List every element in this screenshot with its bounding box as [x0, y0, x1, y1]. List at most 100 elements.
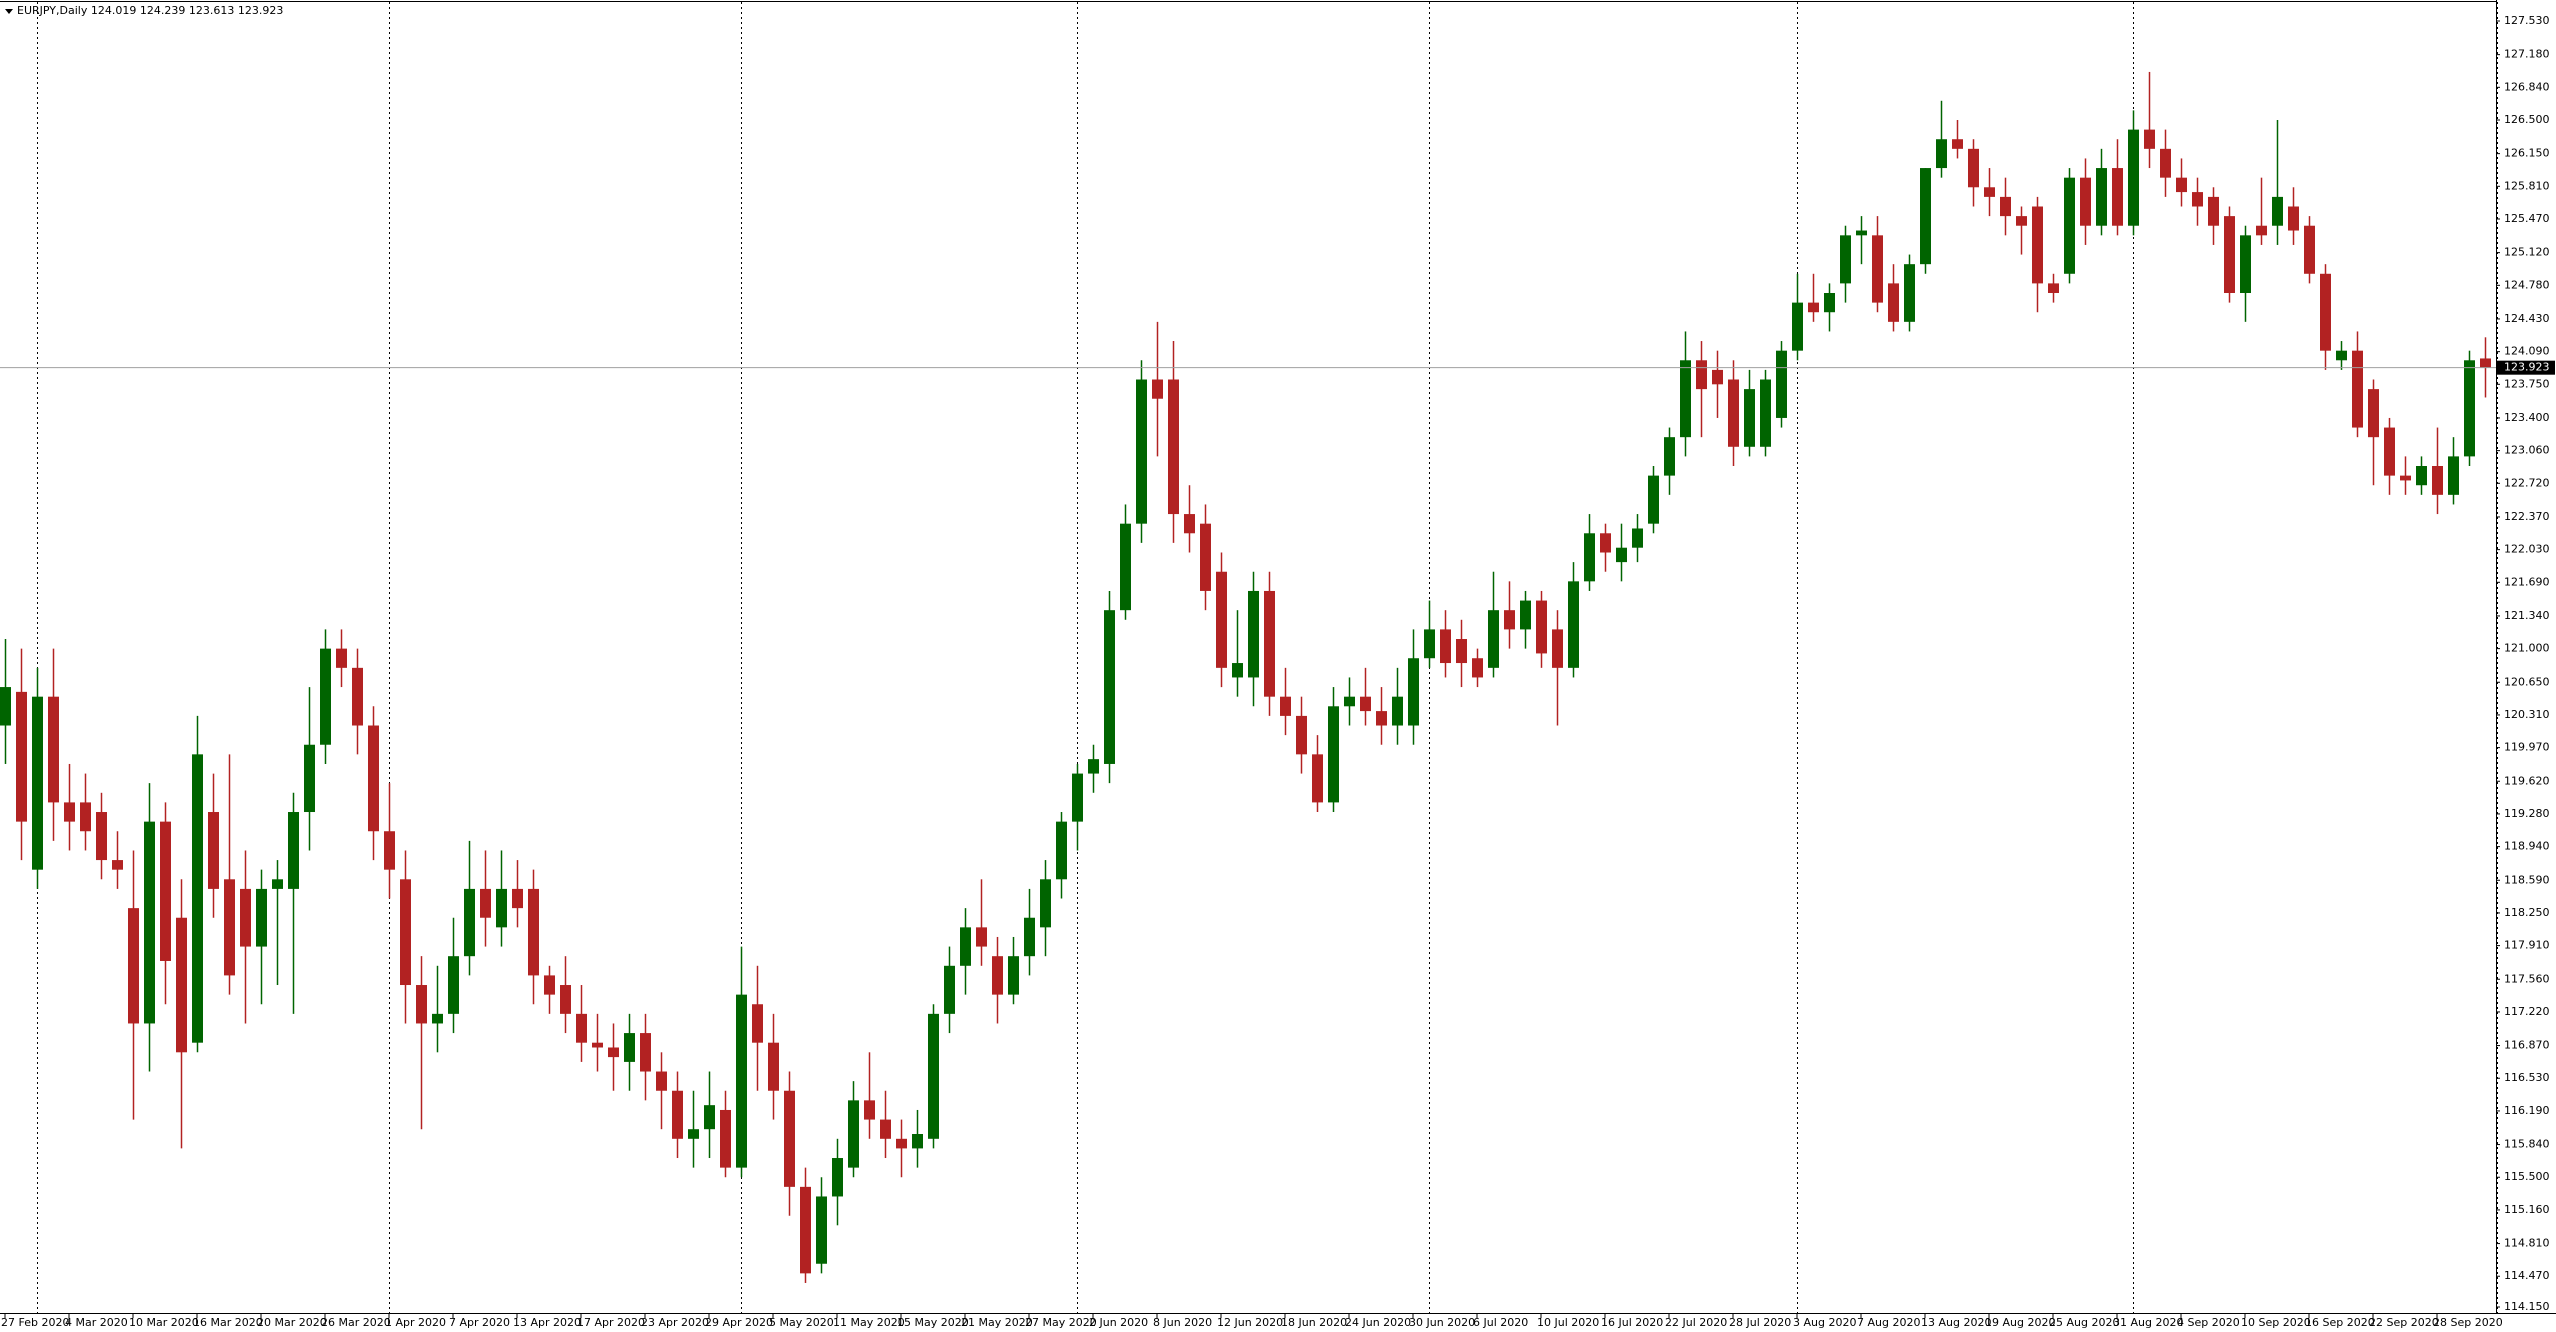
- candle-body: [624, 1033, 635, 1062]
- candle-body: [1456, 639, 1467, 664]
- y-tick-label: 116.190: [2504, 1104, 2550, 1117]
- candle-body: [2272, 196, 2283, 226]
- x-tick-label: 22 Sep 2020: [2369, 1316, 2439, 1329]
- y-tick-label: 122.720: [2504, 476, 2550, 489]
- x-tick-label: 13 Aug 2020: [1921, 1316, 1991, 1329]
- candle-body: [1328, 706, 1339, 803]
- symbol-menu-arrow[interactable]: [5, 9, 13, 14]
- x-tick-label: 19 Aug 2020: [1985, 1316, 2055, 1329]
- x-tick-label: 26 Mar 2020: [321, 1316, 391, 1329]
- candle-body: [2208, 196, 2219, 226]
- candle-body: [1024, 917, 1035, 957]
- candle-body: [1968, 148, 1979, 188]
- x-tick-label: 4 Mar 2020: [65, 1316, 128, 1329]
- candle-body: [1568, 581, 1579, 668]
- candle-body: [1072, 773, 1083, 822]
- y-tick-label: 116.530: [2504, 1071, 2550, 1084]
- candle-body: [640, 1033, 651, 1072]
- y-tick-label: 117.910: [2504, 939, 2550, 952]
- candle-body: [496, 888, 507, 928]
- candle-body: [512, 888, 523, 909]
- candle-body: [2336, 350, 2347, 361]
- candle-body: [752, 1004, 763, 1043]
- x-tick-label: 17 Apr 2020: [577, 1316, 645, 1329]
- candle-body: [1136, 379, 1147, 524]
- candle-body: [160, 821, 171, 961]
- candle-body: [2368, 389, 2379, 438]
- candle-body: [1600, 533, 1611, 553]
- candle-body: [1392, 696, 1403, 726]
- candle-body: [1536, 600, 1547, 654]
- candle-body: [2288, 206, 2299, 231]
- y-tick-label: 118.590: [2504, 873, 2550, 886]
- candle-body: [128, 908, 139, 1024]
- candle-body: [928, 1013, 939, 1139]
- candle-body: [224, 879, 235, 976]
- candle-body: [1248, 590, 1259, 678]
- candle-body: [544, 975, 555, 995]
- candle-body: [2480, 358, 2491, 368]
- candle-body: [1232, 663, 1243, 678]
- candle-body: [736, 994, 747, 1168]
- candle-body: [912, 1133, 923, 1149]
- candle-body: [1184, 514, 1195, 534]
- x-tick-label: 30 Jun 2020: [1409, 1316, 1475, 1329]
- candle-body: [1648, 475, 1659, 524]
- y-tick-label: 117.560: [2504, 972, 2550, 985]
- candle-body: [48, 696, 59, 803]
- candle-body: [1792, 302, 1803, 351]
- current-price-label: 123.923: [2504, 361, 2550, 374]
- y-tick-label: 127.180: [2504, 48, 2550, 61]
- x-tick-label: 10 Mar 2020: [129, 1316, 199, 1329]
- candle-body: [288, 812, 299, 889]
- candle-body: [1312, 754, 1323, 803]
- x-tick-label: 6 Jul 2020: [1473, 1316, 1528, 1329]
- candle-body: [1744, 389, 1755, 447]
- candle-body: [1216, 571, 1227, 668]
- candle-body: [1936, 139, 1947, 169]
- candle-body: [32, 696, 43, 870]
- candle-body: [384, 831, 395, 870]
- y-tick-label: 121.000: [2504, 642, 2550, 655]
- candle-body: [560, 985, 571, 1014]
- candle-body: [1952, 139, 1963, 149]
- candle-body: [2224, 216, 2235, 294]
- candle-body: [96, 812, 107, 861]
- candle-body: [2096, 168, 2107, 226]
- candle-body: [2064, 177, 2075, 274]
- candle-body: [2432, 466, 2443, 495]
- x-tick-label: 4 Sep 2020: [2177, 1316, 2240, 1329]
- candle-body: [880, 1119, 891, 1139]
- candle-body: [1488, 610, 1499, 668]
- x-tick-label: 5 May 2020: [769, 1316, 834, 1329]
- open-value: 124.019: [91, 4, 137, 17]
- y-tick-label: 114.470: [2504, 1269, 2550, 1282]
- candle-body: [1040, 879, 1051, 928]
- candle-body: [2192, 192, 2203, 207]
- candle-body: [1056, 821, 1067, 880]
- candle-body: [816, 1196, 827, 1264]
- candle-body: [2240, 235, 2251, 294]
- x-tick-label: 7 Aug 2020: [1857, 1316, 1920, 1329]
- candle-body: [1856, 230, 1867, 236]
- candle-body: [1920, 168, 1931, 265]
- candle-body: [1152, 379, 1163, 399]
- candle-body: [2320, 273, 2331, 351]
- candle-body: [2112, 168, 2123, 226]
- candle-body: [80, 802, 91, 832]
- candle-body: [528, 888, 539, 976]
- candle-body: [1872, 235, 1883, 303]
- candle-body: [144, 821, 155, 1024]
- x-tick-label: 12 Jun 2020: [1217, 1316, 1283, 1329]
- y-tick-label: 125.470: [2504, 212, 2550, 225]
- candle-body: [1520, 600, 1531, 630]
- x-tick-label: 24 Jun 2020: [1345, 1316, 1411, 1329]
- candle-body: [416, 985, 427, 1024]
- candle-body: [1200, 523, 1211, 591]
- candle-body: [592, 1042, 603, 1048]
- y-tick-label: 126.500: [2504, 113, 2550, 126]
- x-tick-label: 18 Jun 2020: [1281, 1316, 1347, 1329]
- x-tick-label: 21 May 2020: [961, 1316, 1033, 1329]
- y-tick-label: 125.810: [2504, 179, 2550, 192]
